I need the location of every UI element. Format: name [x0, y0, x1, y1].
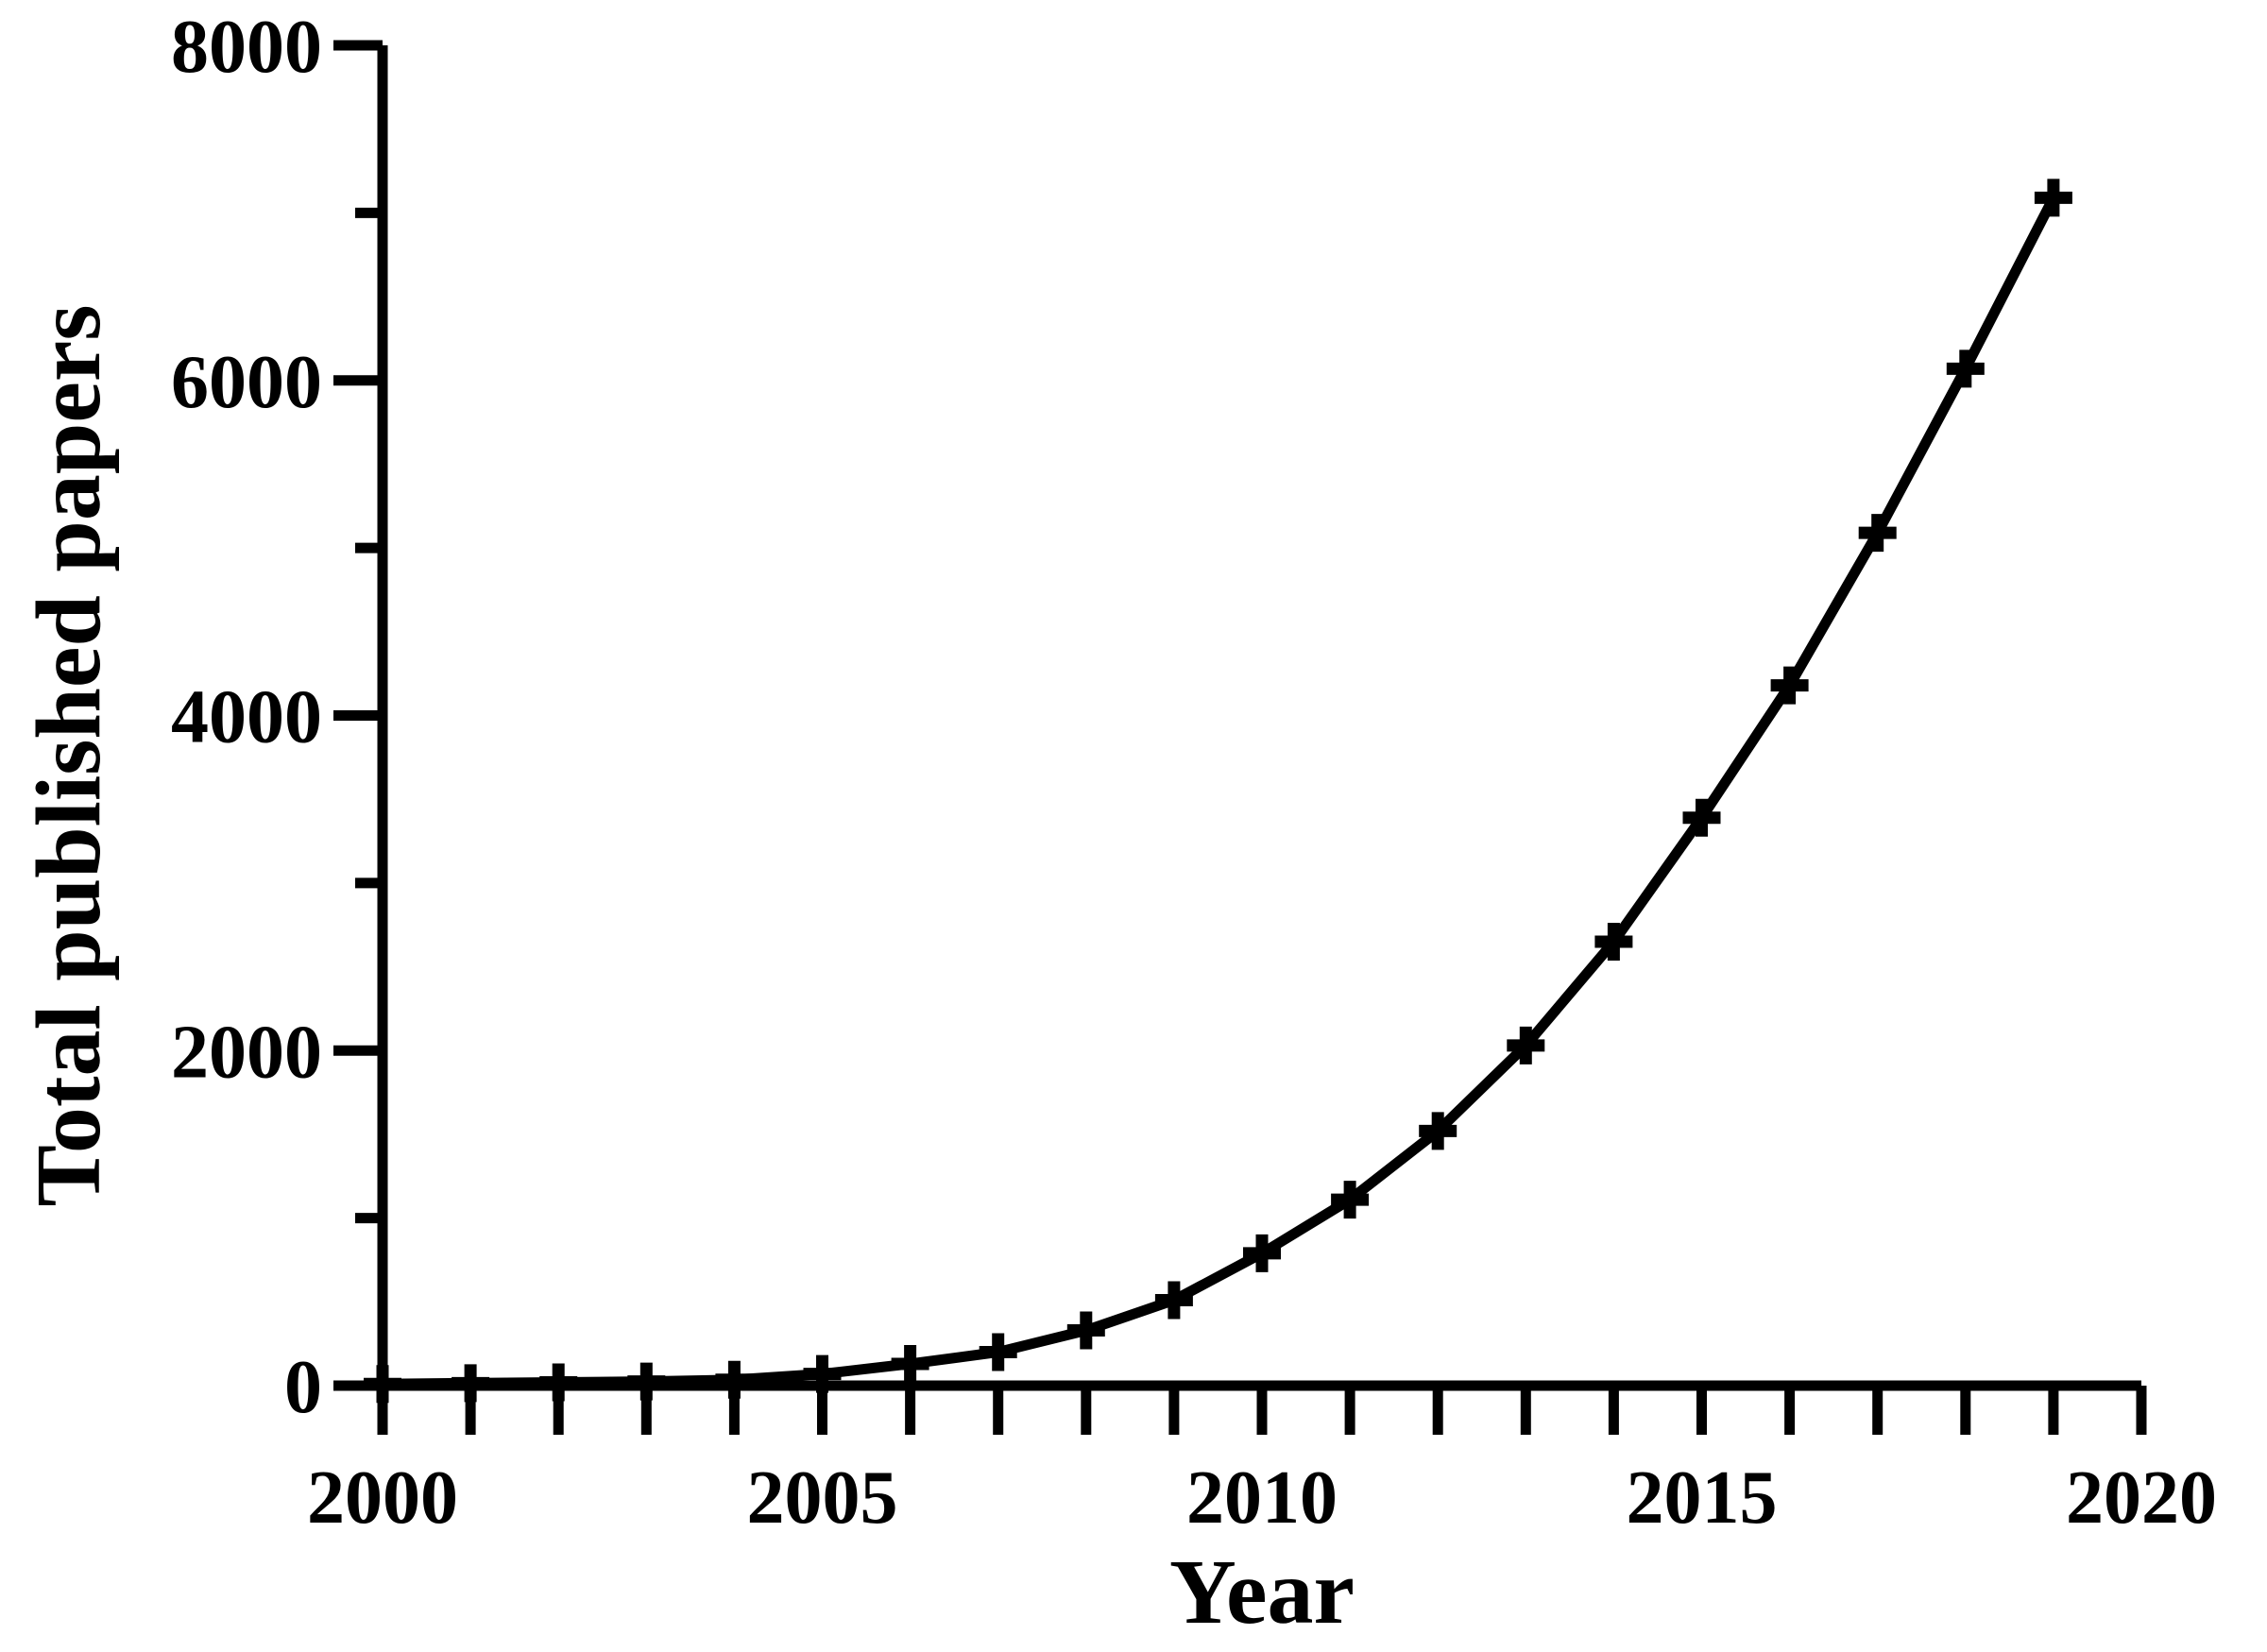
x-tick-label: 2000: [307, 1456, 458, 1540]
data-point-marker: [1594, 922, 1633, 961]
y-tick-label: 6000: [171, 341, 322, 424]
series-line: [382, 195, 2058, 1389]
y-tick-label: 0: [284, 1346, 322, 1429]
data-point-marker: [1507, 1026, 1545, 1064]
x-tick-label: 2020: [2066, 1456, 2217, 1540]
y-axis-title: Total published papers: [18, 305, 120, 1207]
axis-layer: 2000 2005 2010 2015 2020 0 2000 4000 6000 8000: [171, 6, 2217, 1540]
y-tick-label: 2000: [171, 1011, 322, 1094]
data-point-marker: [1066, 1311, 1105, 1350]
x-axis-title: Year: [1169, 1541, 1355, 1643]
x-tick-label: 2005: [747, 1456, 898, 1540]
data-point-marker: [1154, 1281, 1193, 1320]
x-tick-label: 2015: [1627, 1456, 1778, 1540]
data-point-marker: [979, 1333, 1017, 1371]
data-point-marker: [1770, 666, 1809, 705]
data-point-marker: [2034, 179, 2072, 217]
plot-layer: [364, 179, 2072, 1404]
y-tick-label: 4000: [171, 676, 322, 759]
x-tick-label: 2010: [1186, 1456, 1338, 1540]
y-tick-label: 8000: [171, 6, 322, 89]
data-point-marker: [1858, 514, 1897, 553]
data-point-marker: [1419, 1112, 1457, 1150]
data-point-marker: [1682, 798, 1721, 837]
data-point-marker: [891, 1344, 929, 1383]
data-point-marker: [1331, 1181, 1370, 1219]
data-point-marker: [1243, 1234, 1281, 1272]
data-point-marker: [1946, 349, 1985, 388]
